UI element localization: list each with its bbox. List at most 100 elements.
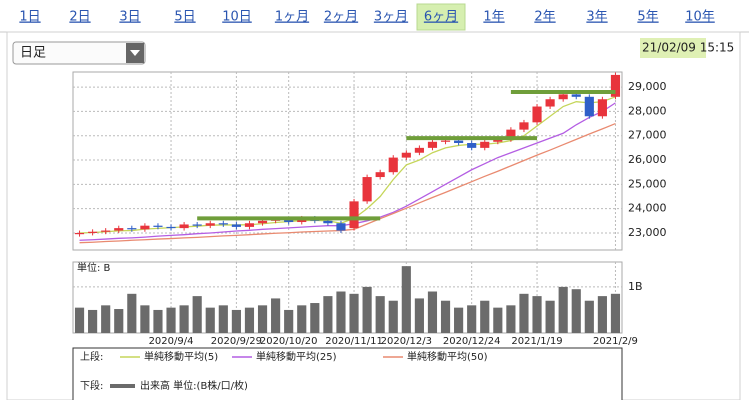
legend-label: 単純移動平均(5) (144, 350, 218, 363)
candle-body (284, 219, 294, 223)
volume-bar (597, 296, 607, 333)
volume-bar (140, 305, 150, 333)
volume-bar (584, 300, 594, 333)
candle-body (101, 230, 111, 232)
tab[interactable]: 3年 (586, 10, 607, 25)
tab[interactable]: 1ヶ月 (275, 10, 309, 25)
volume-bar (166, 307, 176, 333)
candle-body (571, 94, 581, 97)
volume-bar (558, 286, 568, 333)
x-tick-label: 2020/9/29 (211, 336, 262, 347)
candle-body (388, 157, 398, 173)
tab[interactable]: 3ヶ月 (374, 10, 408, 25)
tab[interactable]: 5日 (174, 10, 195, 25)
volume-bar (349, 293, 359, 333)
volume-bar (336, 291, 346, 333)
candle-body (140, 225, 150, 230)
volume-bar (480, 300, 490, 333)
legend-label: 単純移動平均(50) (407, 350, 488, 363)
volume-bar (153, 309, 163, 333)
tab[interactable]: 3日 (119, 10, 140, 25)
volume-bar (519, 293, 529, 333)
timestamp-highlight (640, 38, 706, 58)
candle-body (74, 232, 85, 235)
legend-upper-label: 上段: (80, 350, 103, 363)
volume-bar (101, 305, 111, 333)
y-tick-label: 25,000 (628, 177, 667, 190)
y-tick-label: 28,000 (628, 104, 667, 117)
volume-bar (88, 309, 98, 333)
tab[interactable]: 1日 (19, 10, 40, 25)
x-tick-label: 2020/12/3 (381, 336, 432, 347)
candle-body (480, 141, 490, 148)
volume-bar (414, 298, 424, 333)
volume-bar (454, 307, 464, 333)
tab[interactable]: 10年 (685, 10, 715, 25)
volume-bar (127, 293, 137, 333)
dropdown-label: 日足 (20, 46, 46, 61)
candle-body (584, 96, 594, 117)
candle-body (610, 74, 621, 97)
volume-bar (284, 309, 294, 333)
legend-label: 出来高 単位:(B株/口/枚) (140, 379, 248, 392)
candle-body (545, 99, 555, 107)
x-tick-label: 2021/2/9 (593, 336, 638, 347)
moving-average-line (79, 102, 616, 241)
candle-body (192, 224, 202, 226)
candle-body (467, 143, 477, 148)
volume-unit: 単位: B (77, 261, 111, 274)
moving-average-line (79, 122, 616, 244)
candle-body (257, 220, 268, 224)
candle-body (362, 177, 372, 202)
tab[interactable]: 1年 (483, 10, 504, 25)
candle-body (166, 226, 176, 229)
candle-body (519, 122, 529, 130)
candle-body (558, 94, 568, 100)
volume-bar (323, 296, 333, 333)
tab[interactable]: 2ヶ月 (324, 10, 358, 25)
candle-body (493, 139, 503, 142)
tab[interactable]: 6ヶ月 (424, 10, 458, 25)
volume-bar (114, 309, 124, 333)
candle-body (454, 140, 464, 144)
volume-bar (205, 307, 215, 333)
candle-body (401, 152, 411, 158)
candle-body (349, 201, 359, 229)
tab[interactable]: 2年 (534, 10, 555, 25)
legend-box (72, 347, 623, 400)
candle-body (179, 224, 189, 229)
y-tick-label: 23,000 (628, 226, 667, 239)
volume-bar (375, 296, 385, 333)
volume-bar (362, 286, 372, 333)
volume-bar (388, 300, 398, 333)
candle-body (532, 106, 542, 123)
volume-bar (427, 291, 438, 333)
legend-label: 単純移動平均(25) (256, 350, 337, 363)
volume-bar (571, 289, 581, 333)
active-tab-bg (416, 3, 466, 31)
volume-bar (610, 293, 621, 333)
volume-bar (401, 266, 411, 333)
candle-body (597, 99, 607, 117)
candle-body (231, 224, 241, 227)
volume-bar (271, 298, 281, 333)
y-tick-label: 27,000 (628, 129, 667, 142)
candle-body (244, 223, 255, 227)
x-tick-label: 2020/10/20 (260, 336, 318, 347)
y-tick-label: 24,000 (628, 202, 667, 215)
tab[interactable]: 2日 (69, 10, 90, 25)
dropdown[interactable] (12, 41, 146, 65)
volume-bar (297, 305, 307, 333)
candle-body (440, 140, 451, 142)
volume-bar (244, 307, 255, 333)
volume-bar (257, 305, 268, 333)
candle-body (127, 228, 137, 230)
tab[interactable]: 5年 (637, 10, 658, 25)
tab[interactable]: 10日 (222, 10, 252, 25)
volume-bar (74, 307, 85, 333)
volume-bar (192, 296, 202, 333)
volume-bar (310, 303, 320, 333)
candle-body (375, 172, 385, 178)
legend-lower-label: 下段: (80, 379, 103, 392)
